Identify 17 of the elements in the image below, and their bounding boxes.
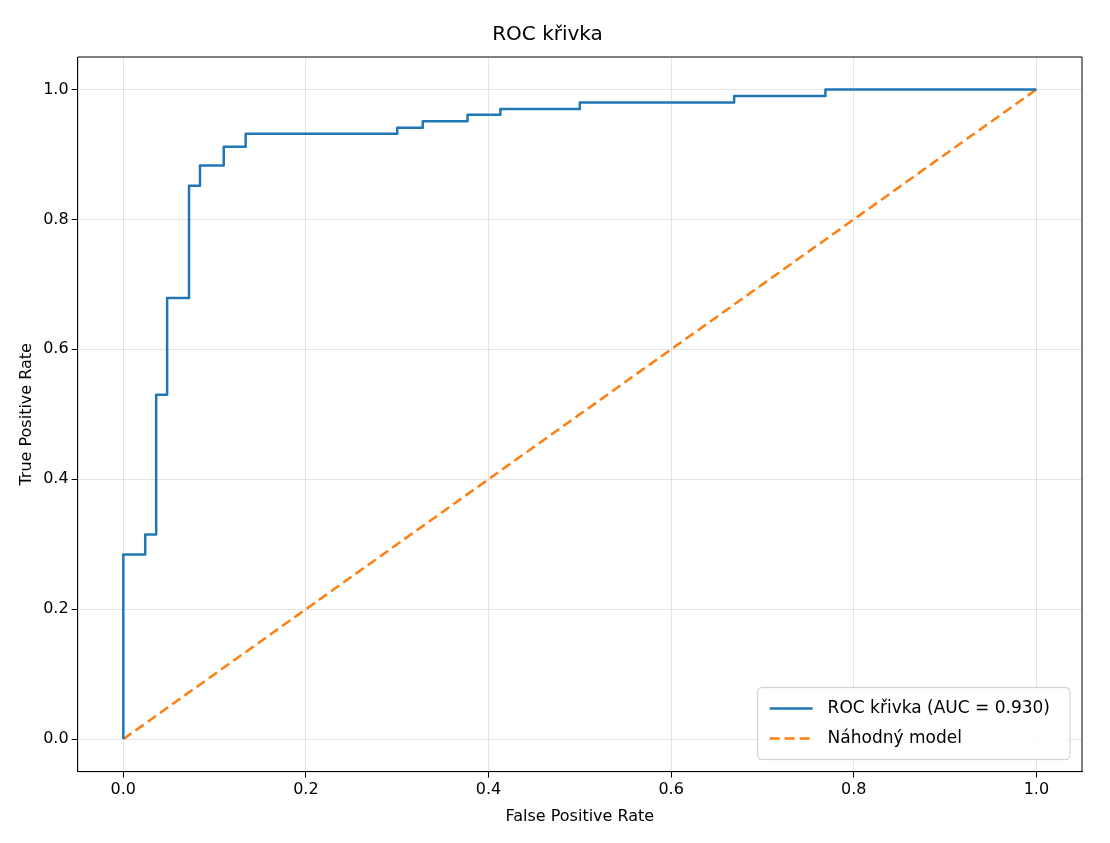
x-axis-title: False Positive Rate — [505, 805, 655, 825]
y-tick-label: 0.0 — [43, 728, 69, 748]
y-tick-label: 0.4 — [43, 468, 69, 488]
y-tick-label: 1.0 — [43, 78, 69, 98]
x-tick-label: 0.0 — [110, 779, 137, 799]
x-tick-label: 0.2 — [293, 779, 319, 799]
x-tick-label: 1.0 — [1023, 779, 1050, 799]
y-axis-title: True Positive Rate — [15, 343, 35, 487]
legend-label: Náhodný model — [827, 727, 962, 748]
chart-title: ROC křivka — [492, 21, 603, 46]
y-tick-label: 0.2 — [43, 598, 69, 618]
x-tick-label: 0.8 — [841, 779, 867, 799]
y-tick-label: 0.8 — [43, 208, 69, 228]
x-tick-label: 0.6 — [658, 779, 684, 799]
x-tick-label: 0.4 — [475, 779, 502, 799]
y-tick-label: 0.6 — [43, 338, 69, 358]
legend-label: ROC křivka (AUC = 0.930) — [827, 697, 1051, 718]
